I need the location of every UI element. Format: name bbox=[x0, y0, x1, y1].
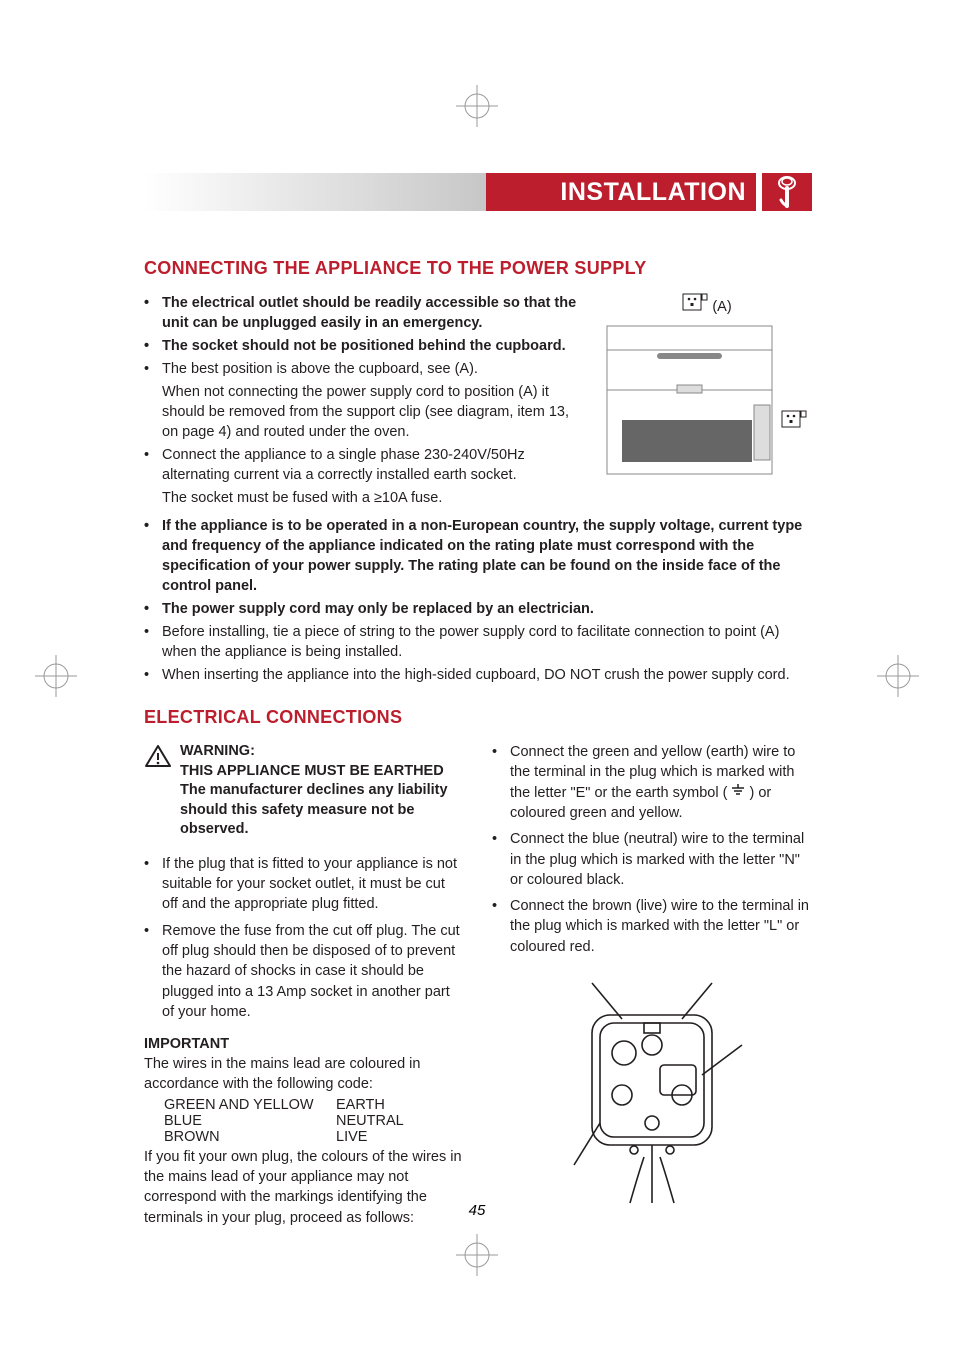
wire-role: EARTH bbox=[336, 1097, 385, 1113]
content-area: CONNECTING THE APPLIANCE TO THE POWER SU… bbox=[144, 258, 812, 1241]
warning-line3: The manufacturer declines any liability … bbox=[180, 781, 464, 840]
right-bullet: Connect the brown (live) wire to the ter… bbox=[510, 896, 812, 957]
right-bullet: Connect the blue (neutral) wire to the t… bbox=[510, 829, 812, 890]
header-gradient bbox=[144, 173, 486, 211]
s1f-item: If the appliance is to be operated in a … bbox=[162, 516, 812, 596]
earth-symbol-icon bbox=[731, 783, 745, 803]
two-column-layout: WARNING: THIS APPLIANCE MUST BE EARTHED … bbox=[144, 742, 812, 1228]
wire-color: BLUE bbox=[164, 1113, 336, 1129]
wire-color: BROWN bbox=[164, 1129, 336, 1145]
left-bullet: If the plug that is fitted to your appli… bbox=[162, 854, 464, 915]
s1-item: Connect the appliance to a single phase … bbox=[162, 445, 587, 485]
socket-side-icon bbox=[782, 411, 806, 427]
s1-item: The socket must be fused with a ≥10A fus… bbox=[162, 488, 587, 508]
header-icon bbox=[762, 173, 812, 211]
important-intro: The wires in the mains lead are coloured… bbox=[144, 1054, 464, 1095]
page-number: 45 bbox=[469, 1202, 486, 1219]
socket-top-row: (A) bbox=[602, 293, 812, 315]
left-bullet: Remove the fuse from the cut off plug. T… bbox=[162, 921, 464, 1022]
crop-mark-right bbox=[877, 655, 919, 697]
plug-wiring-diagram bbox=[492, 975, 812, 1209]
s1-item: The best position is above the cupboard,… bbox=[162, 359, 587, 379]
important-outro: If you fit your own plug, the colours of… bbox=[144, 1147, 464, 1228]
right-column: • Connect the green and yellow (earth) w… bbox=[492, 742, 812, 1228]
right-bullet-list: • Connect the green and yellow (earth) w… bbox=[492, 742, 812, 957]
wire-color: GREEN AND YELLOW bbox=[164, 1097, 336, 1113]
warning-line1: WARNING: bbox=[180, 742, 464, 762]
left-column: WARNING: THIS APPLIANCE MUST BE EARTHED … bbox=[144, 742, 464, 1228]
page: INSTALLATION CONNECTING THE APPLIANCE TO… bbox=[0, 0, 954, 1351]
warning-triangle-icon bbox=[144, 744, 172, 840]
section1-block: •The electrical outlet should be readily… bbox=[144, 293, 812, 508]
page-title: INSTALLATION bbox=[486, 173, 756, 211]
important-heading: IMPORTANT bbox=[144, 1036, 464, 1052]
wire-role: NEUTRAL bbox=[336, 1113, 404, 1129]
section2-heading: ELECTRICAL CONNECTIONS bbox=[144, 707, 812, 728]
s1-item: When not connecting the power supply cor… bbox=[162, 382, 587, 442]
warning-line2: THIS APPLIANCE MUST BE EARTHED bbox=[180, 762, 464, 782]
warning-text: WARNING: THIS APPLIANCE MUST BE EARTHED … bbox=[180, 742, 464, 840]
section1-heading: CONNECTING THE APPLIANCE TO THE POWER SU… bbox=[144, 258, 812, 279]
right-bullet: Connect the green and yellow (earth) wir… bbox=[510, 742, 812, 823]
s1f-item: Before installing, tie a piece of string… bbox=[162, 622, 812, 662]
s1-item: The socket should not be positioned behi… bbox=[162, 336, 587, 356]
s1f-item: When inserting the appliance into the hi… bbox=[162, 665, 812, 685]
wire-role: LIVE bbox=[336, 1129, 367, 1145]
crop-mark-left bbox=[35, 655, 77, 697]
diagram-label: (A) bbox=[712, 299, 731, 315]
crop-mark-top bbox=[456, 85, 498, 127]
warning-box: WARNING: THIS APPLIANCE MUST BE EARTHED … bbox=[144, 742, 464, 840]
header-bar: INSTALLATION bbox=[144, 173, 812, 211]
left-bullet-list: •If the plug that is fitted to your appl… bbox=[144, 854, 464, 1022]
s1-item: The electrical outlet should be readily … bbox=[162, 293, 587, 333]
wiring-code-table: GREEN AND YELLOWEARTH BLUENEUTRAL BROWNL… bbox=[164, 1097, 464, 1145]
socket-icon bbox=[682, 293, 708, 311]
cupboard-diagram: (A) bbox=[602, 293, 812, 479]
section1-list-full: •If the appliance is to be operated in a… bbox=[144, 516, 812, 685]
cupboard-svg bbox=[602, 325, 812, 475]
s1f-item: The power supply cord may only be replac… bbox=[162, 599, 812, 619]
